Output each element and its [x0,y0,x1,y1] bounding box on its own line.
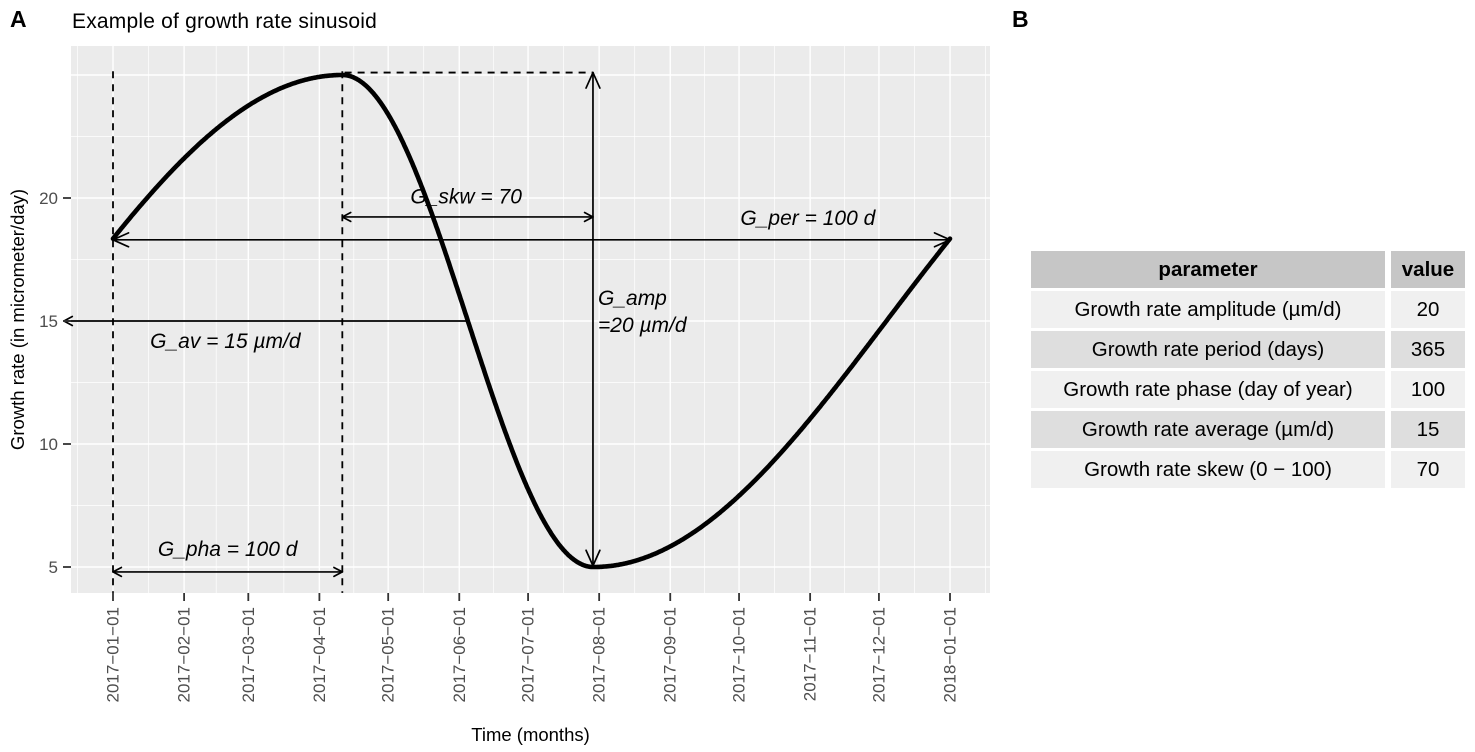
x-tick-label: 2017−02−01 [175,607,194,703]
x-axis-title: Time (months) [471,724,590,745]
parameter-table-body: Growth rate amplitude (µm/d) 20 Growth r… [1031,291,1465,488]
value-cell: 15 [1391,411,1465,448]
annotation-arrowhead-g-skw [583,216,594,223]
annotation-arrowhead-g-pha [333,566,344,573]
x-tick-label: 2017−04−01 [310,607,329,703]
column-header-value: value [1391,251,1465,288]
annotation-label-g-av: G_av = 15 µm/d [150,330,302,353]
annotation-arrowhead-g-per [112,232,130,241]
annotation-arrowhead-g-skw [583,211,594,218]
x-tick-label: 2018−01−01 [941,607,960,703]
x-tick-label: 2017−03−01 [239,607,258,703]
x-tick-label: 2017−01−01 [104,607,123,703]
annotation-arrowhead-g-pha [333,571,344,578]
annotation-label-g-pha: G_pha = 100 d [158,538,299,561]
value-cell: 70 [1391,451,1465,488]
table-row: Growth rate amplitude (µm/d) 20 [1031,291,1465,328]
x-tick-label: 2017−10−01 [730,607,749,703]
table-row: Growth rate period (days) 365 [1031,331,1465,368]
annotation-arrowhead-g-per [933,238,951,248]
annotation-arrowhead-g-amp [585,71,594,89]
y-tick-label: 10 [39,435,58,454]
x-tick-label: 2017−06−01 [450,607,469,703]
parameter-table-head: parameter value [1031,251,1465,288]
annotation-arrowhead-g-skw [341,216,352,223]
annotation-arrowhead-g-per [112,238,130,248]
table-row: Growth rate skew (0 − 100) 70 [1031,451,1465,488]
parameter-cell: Growth rate average (µm/d) [1031,411,1385,448]
annotation-arrowhead-g-amp [585,549,594,567]
annotation-label-g-amp: =20 µm/d [598,314,688,337]
parameter-cell: Growth rate period (days) [1031,331,1385,368]
annotation-label-g-amp: G_amp [598,287,667,310]
growth-rate-chart: G_pha = 100 d G_av = 15 µm/d G_per = 100 d… [7,46,990,745]
y-axis-title: Growth rate (in micrometer/day) [7,189,28,450]
annotation-arrowhead-g-amp [592,549,601,567]
annotation-arrowhead-g-skw [341,211,352,218]
y-tick-label: 15 [39,312,58,331]
annotation-arrowhead-g-amp [592,71,601,89]
table-row: Growth rate average (µm/d) 15 [1031,411,1465,448]
value-cell: 100 [1391,371,1465,408]
column-header-parameter: parameter [1031,251,1385,288]
annotation-label-g-skw: G_skw = 70 [410,185,522,208]
value-cell: 365 [1391,331,1465,368]
x-tick-label: 2017−11−01 [801,607,820,701]
panel-a-label: A [10,6,27,32]
panel-b-label: B [1012,6,1029,32]
parameter-cell: Growth rate phase (day of year) [1031,371,1385,408]
annotation-arrowhead-g-pha [112,566,123,573]
value-cell: 20 [1391,291,1465,328]
table-row: Growth rate phase (day of year) 100 [1031,371,1465,408]
annotation-label-g-per: G_per = 100 d [740,207,876,230]
parameter-cell: Growth rate skew (0 − 100) [1031,451,1385,488]
x-tick-label: 2017−12−01 [869,607,888,703]
growth-rate-curve [110,72,953,570]
parameter-cell: Growth rate amplitude (µm/d) [1031,291,1385,328]
table-header-row: parameter value [1031,251,1465,288]
annotation-arrowhead-g-per [933,232,951,241]
x-tick-label: 2017−07−01 [519,607,538,703]
y-tick-label: 20 [39,189,58,208]
chart-title: Example of growth rate sinusoid [72,10,378,33]
plot-panel-background [71,46,990,593]
x-tick-label: 2017−08−01 [590,607,609,703]
x-tick-label: 2017−05−01 [379,607,398,703]
x-tick-label: 2017−09−01 [661,607,680,703]
y-tick-label: 5 [49,558,58,577]
parameter-table: parameter value Growth rate amplitude (µ… [1025,248,1471,491]
annotation-arrowhead-g-pha [112,571,123,578]
